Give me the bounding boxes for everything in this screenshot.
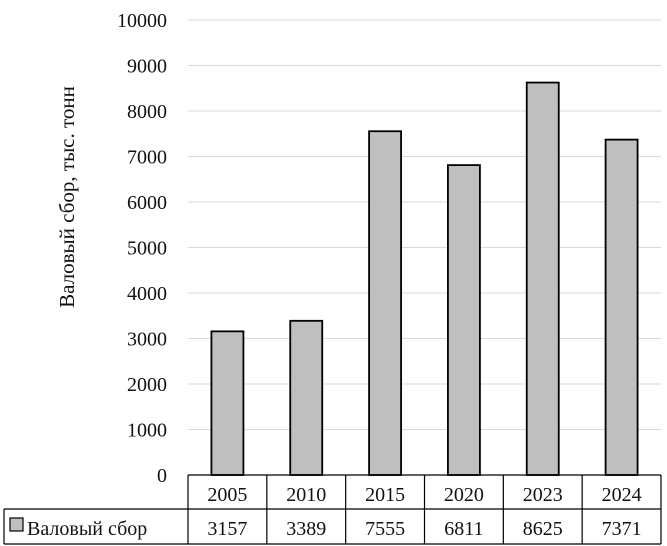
bar-2005 xyxy=(210,330,245,476)
y-tick-label: 6000 xyxy=(127,192,167,214)
x-category-label: 2023 xyxy=(523,484,563,506)
y-tick-label: 4000 xyxy=(127,283,167,305)
bar-2023 xyxy=(525,81,560,476)
data-value-label: 8625 xyxy=(523,518,563,540)
data-value-label: 7371 xyxy=(602,518,642,540)
data-table: 2005 3157 2010 3389 2015 7555 2020 6811 2023 8625… xyxy=(3,474,662,545)
y-tick-label: 5000 xyxy=(127,238,167,260)
y-tick-label: 2000 xyxy=(127,374,167,396)
bar-2015 xyxy=(368,130,402,476)
y-tick-label: 7000 xyxy=(127,147,167,169)
data-value-label: 3389 xyxy=(286,518,326,540)
x-category-label: 2015 xyxy=(365,484,405,506)
x-category-label: 2024 xyxy=(602,484,642,506)
data-value-label: 3157 xyxy=(207,518,247,540)
y-tick-label: 8000 xyxy=(127,101,167,123)
y-tick-label: 1000 xyxy=(127,420,167,442)
y-tick-labels: 0 1000 2000 3000 4000 5000 6000 7000 8000 9000 100… xyxy=(117,10,167,487)
series-name-label: Валовый сбор xyxy=(27,518,147,540)
data-value-label: 6811 xyxy=(444,518,483,540)
bar-2024 xyxy=(604,138,639,476)
y-axis-title: Валовый сбор, тыс. тонн xyxy=(55,86,79,308)
y-tick-label: 9000 xyxy=(127,56,167,78)
bars xyxy=(210,81,639,476)
y-tick-label: 3000 xyxy=(127,329,167,351)
legend-key-swatch xyxy=(9,517,24,532)
x-category-label: 2005 xyxy=(207,484,247,506)
gridlines xyxy=(188,19,661,430)
x-category-label: 2010 xyxy=(286,484,326,506)
bar-2020 xyxy=(447,164,481,476)
y-tick-label: 10000 xyxy=(117,10,167,32)
y-tick-label: 0 xyxy=(157,465,167,487)
bar-2010 xyxy=(289,319,324,476)
data-value-label: 7555 xyxy=(365,518,405,540)
x-category-label: 2020 xyxy=(444,484,484,506)
